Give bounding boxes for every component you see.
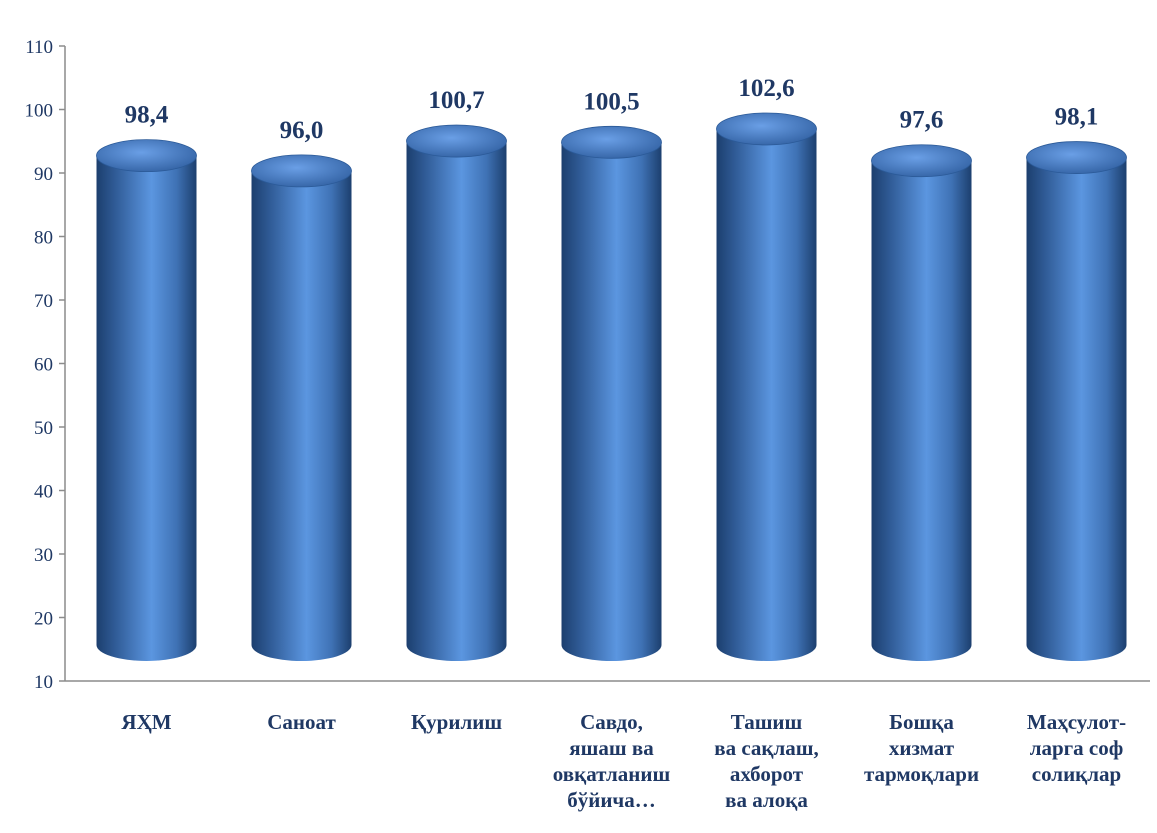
x-tick-label-line: ва алоқа: [725, 788, 808, 812]
y-tick-label: 40: [34, 482, 53, 503]
y-tick-label: 60: [34, 355, 53, 376]
x-tick-label-line: Маҳсулот-: [1027, 710, 1126, 734]
y-tick-label: 10: [34, 672, 53, 693]
bar: [561, 125, 662, 661]
x-tick-label: Қурилиш: [411, 710, 502, 734]
data-label: 96,0: [280, 117, 324, 144]
bar-body: [96, 155, 197, 661]
data-label: 102,6: [738, 75, 794, 102]
data-label: 100,5: [583, 88, 639, 115]
x-tick-label-line: ларга соф: [1030, 736, 1124, 760]
bar: [716, 112, 817, 662]
bar: [1026, 141, 1127, 661]
bar-top: [96, 139, 197, 173]
x-tick-label-line: ахборот: [730, 762, 804, 786]
x-tick-label-line: яшаш ва: [569, 736, 654, 760]
bar-body: [716, 128, 817, 662]
axes: 10 20 30 40 50 60 70 80 90 100 110: [25, 37, 1150, 693]
bar-top: [1026, 141, 1127, 174]
x-tick-label: Бошқа хизмат тармоқлари: [864, 710, 979, 786]
bar-top: [716, 112, 817, 146]
x-tick-label-line: бўйича…: [567, 788, 656, 812]
x-tick-label: Маҳсулот-ларга соф солиқлар: [1027, 710, 1126, 786]
bar: [871, 144, 972, 662]
bar-top: [406, 124, 507, 158]
bar: [251, 154, 352, 661]
y-tick-label: 70: [34, 291, 53, 312]
data-label: 98,1: [1055, 104, 1099, 131]
data-label: 98,4: [125, 102, 169, 129]
bar-body: [561, 142, 662, 661]
bar-body: [871, 160, 972, 662]
bar-body: [251, 170, 352, 661]
bar: [406, 124, 507, 661]
x-tick-label-line: хизмат: [889, 736, 955, 760]
x-tick-label-line: Саноат: [267, 710, 336, 734]
y-tick-label: 50: [34, 418, 53, 439]
x-tick-label: Ташиш ва сақлаш, ахборот ва алоқа: [714, 710, 819, 812]
bar-body: [1026, 157, 1127, 661]
x-tick-label: ЯҲМ: [121, 710, 171, 734]
x-tick-label-line: Қурилиш: [411, 710, 502, 734]
x-tick-label-line: Савдо,: [580, 710, 643, 734]
bar-body: [406, 141, 507, 661]
bar: [96, 139, 197, 661]
x-tick-label: Саноат: [267, 710, 336, 734]
x-tick-label-line: солиқлар: [1032, 762, 1122, 786]
x-tick-label: Савдо, яшаш ва овқатланиш бўйича…: [553, 710, 671, 812]
y-tick-label: 20: [34, 609, 53, 630]
y-tick-label: 110: [25, 37, 53, 58]
x-tick-label-line: ва сақлаш,: [714, 736, 819, 760]
data-label: 97,6: [900, 107, 944, 134]
bar-top: [251, 154, 352, 188]
x-tick-label-line: тармоқлари: [864, 762, 979, 786]
x-tick-label-line: ЯҲМ: [121, 710, 171, 734]
y-tick-label: 100: [25, 101, 54, 122]
labels: 98,4 ЯҲМ 96,0 Саноат 100,7 Қурилиш 100,5 Савдо,…: [121, 75, 1126, 812]
y-tick-label: 30: [34, 545, 53, 566]
y-tick-label: 80: [34, 228, 53, 249]
y-tick-label: 90: [34, 164, 53, 185]
bar-top: [871, 144, 972, 178]
bar-top: [561, 125, 662, 159]
x-tick-label-line: овқатланиш: [553, 762, 671, 786]
x-tick-label-line: Бошқа: [889, 710, 954, 734]
bars: [96, 112, 1127, 662]
data-label: 100,7: [428, 87, 484, 114]
x-tick-label-line: Ташиш: [731, 710, 803, 734]
